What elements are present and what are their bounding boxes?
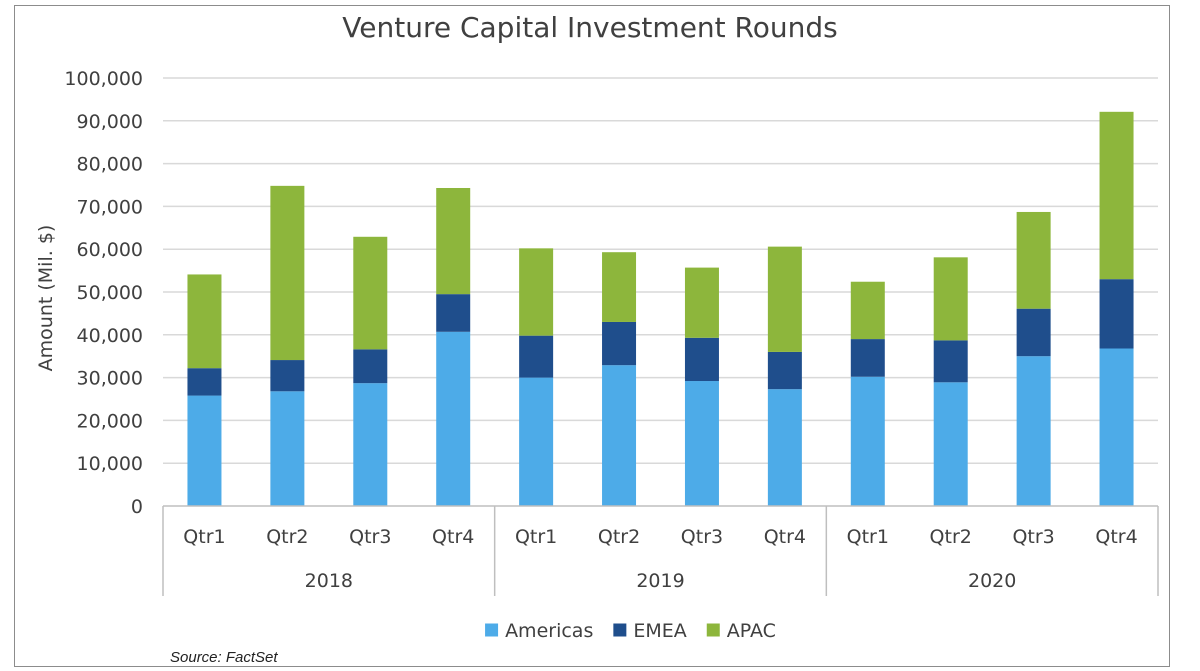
y-tick-label: 50,000 — [77, 282, 143, 304]
legend: Americas EMEA APAC — [485, 620, 776, 642]
y-axis-ticks: 0 10,000 20,000 30,000 40,000 50,000 60,000 70,… — [64, 68, 143, 518]
legend-swatch-emea — [613, 623, 627, 637]
bar-apac-8 — [767, 246, 802, 352]
bar-americas-1 — [187, 395, 222, 506]
x-tick-label: Qtr3 — [1012, 526, 1054, 548]
bar-apac-2 — [270, 185, 305, 361]
bar-americas-5 — [519, 377, 554, 506]
x-tick-label: Qtr1 — [847, 526, 889, 548]
bar-americas-8 — [767, 389, 802, 506]
source-note: Source: FactSet — [170, 649, 278, 666]
bar-apac-10 — [933, 257, 968, 341]
bar-apac-11 — [1016, 211, 1051, 309]
y-tick-label: 70,000 — [77, 196, 143, 218]
bar-americas-11 — [1016, 356, 1051, 506]
x-tick-label: Qtr4 — [764, 526, 806, 548]
bar-americas-9 — [850, 376, 885, 506]
bar-americas-10 — [933, 382, 968, 506]
bars — [187, 111, 1134, 506]
group-label: 2019 — [636, 570, 684, 592]
y-tick-label: 10,000 — [77, 453, 143, 475]
bar-americas-7 — [684, 381, 719, 506]
y-tick-label: 30,000 — [77, 368, 143, 390]
bar-emea-6 — [602, 321, 637, 366]
bar-apac-3 — [353, 236, 388, 350]
bar-apac-12 — [1099, 111, 1134, 280]
x-tick-label: Qtr3 — [681, 526, 723, 548]
bar-apac-9 — [850, 281, 885, 340]
bar-emea-1 — [187, 368, 222, 396]
y-tick-label: 100,000 — [64, 68, 143, 90]
y-tick-label: 40,000 — [77, 325, 143, 347]
y-tick-label: 20,000 — [77, 410, 143, 432]
x-tick-label: Qtr2 — [598, 526, 640, 548]
legend-label-emea: EMEA — [633, 620, 686, 642]
bar-emea-10 — [933, 340, 968, 383]
x-tick-label: Qtr4 — [432, 526, 474, 548]
bar-apac-6 — [602, 252, 637, 322]
bar-emea-2 — [270, 360, 305, 392]
x-tick-label: Qtr2 — [266, 526, 308, 548]
legend-label-americas: Americas — [505, 620, 593, 642]
bar-americas-4 — [436, 331, 471, 506]
legend-label-apac: APAC — [727, 620, 776, 642]
bar-americas-6 — [602, 365, 637, 506]
y-tick-label: 60,000 — [77, 239, 143, 261]
bar-emea-12 — [1099, 279, 1134, 349]
bar-emea-4 — [436, 294, 471, 332]
bar-emea-7 — [684, 337, 719, 382]
x-tick-label: Qtr4 — [1095, 526, 1137, 548]
bar-emea-5 — [519, 335, 554, 378]
bar-americas-12 — [1099, 348, 1134, 506]
bar-apac-1 — [187, 274, 222, 369]
bar-americas-3 — [353, 383, 388, 506]
x-tick-label: Qtr1 — [183, 526, 225, 548]
group-label: 2018 — [305, 570, 353, 592]
group-label: 2020 — [968, 570, 1016, 592]
legend-swatch-americas — [485, 623, 499, 637]
chart: Venture Capital Investment Rounds 0 10,00… — [35, 11, 1159, 666]
x-tick-label: Qtr1 — [515, 526, 557, 548]
y-tick-label: 0 — [131, 496, 143, 518]
x-tick-label: Qtr2 — [930, 526, 972, 548]
x-axis: Qtr1 Qtr2 Qtr3 Qtr4 Qtr1 Qtr2 Qtr3 Qtr4 Qtr1 Qtr2… — [162, 505, 1159, 596]
bar-apac-7 — [684, 267, 719, 338]
y-tick-label: 90,000 — [77, 111, 143, 133]
legend-swatch-apac — [706, 623, 720, 637]
y-axis-label: Amount (Mil. $) — [35, 225, 57, 372]
x-tick-label: Qtr3 — [349, 526, 391, 548]
bar-emea-3 — [353, 349, 388, 384]
bar-emea-11 — [1016, 308, 1051, 357]
bar-americas-2 — [270, 391, 305, 506]
bar-emea-9 — [850, 339, 885, 377]
bar-apac-4 — [436, 187, 471, 295]
bar-apac-5 — [519, 248, 554, 336]
y-tick-label: 80,000 — [77, 154, 143, 176]
chart-title: Venture Capital Investment Rounds — [342, 11, 837, 44]
gridlines — [163, 77, 1158, 464]
bar-emea-8 — [767, 351, 802, 390]
chart-frame: Venture Capital Investment Rounds 0 10,00… — [14, 5, 1170, 667]
